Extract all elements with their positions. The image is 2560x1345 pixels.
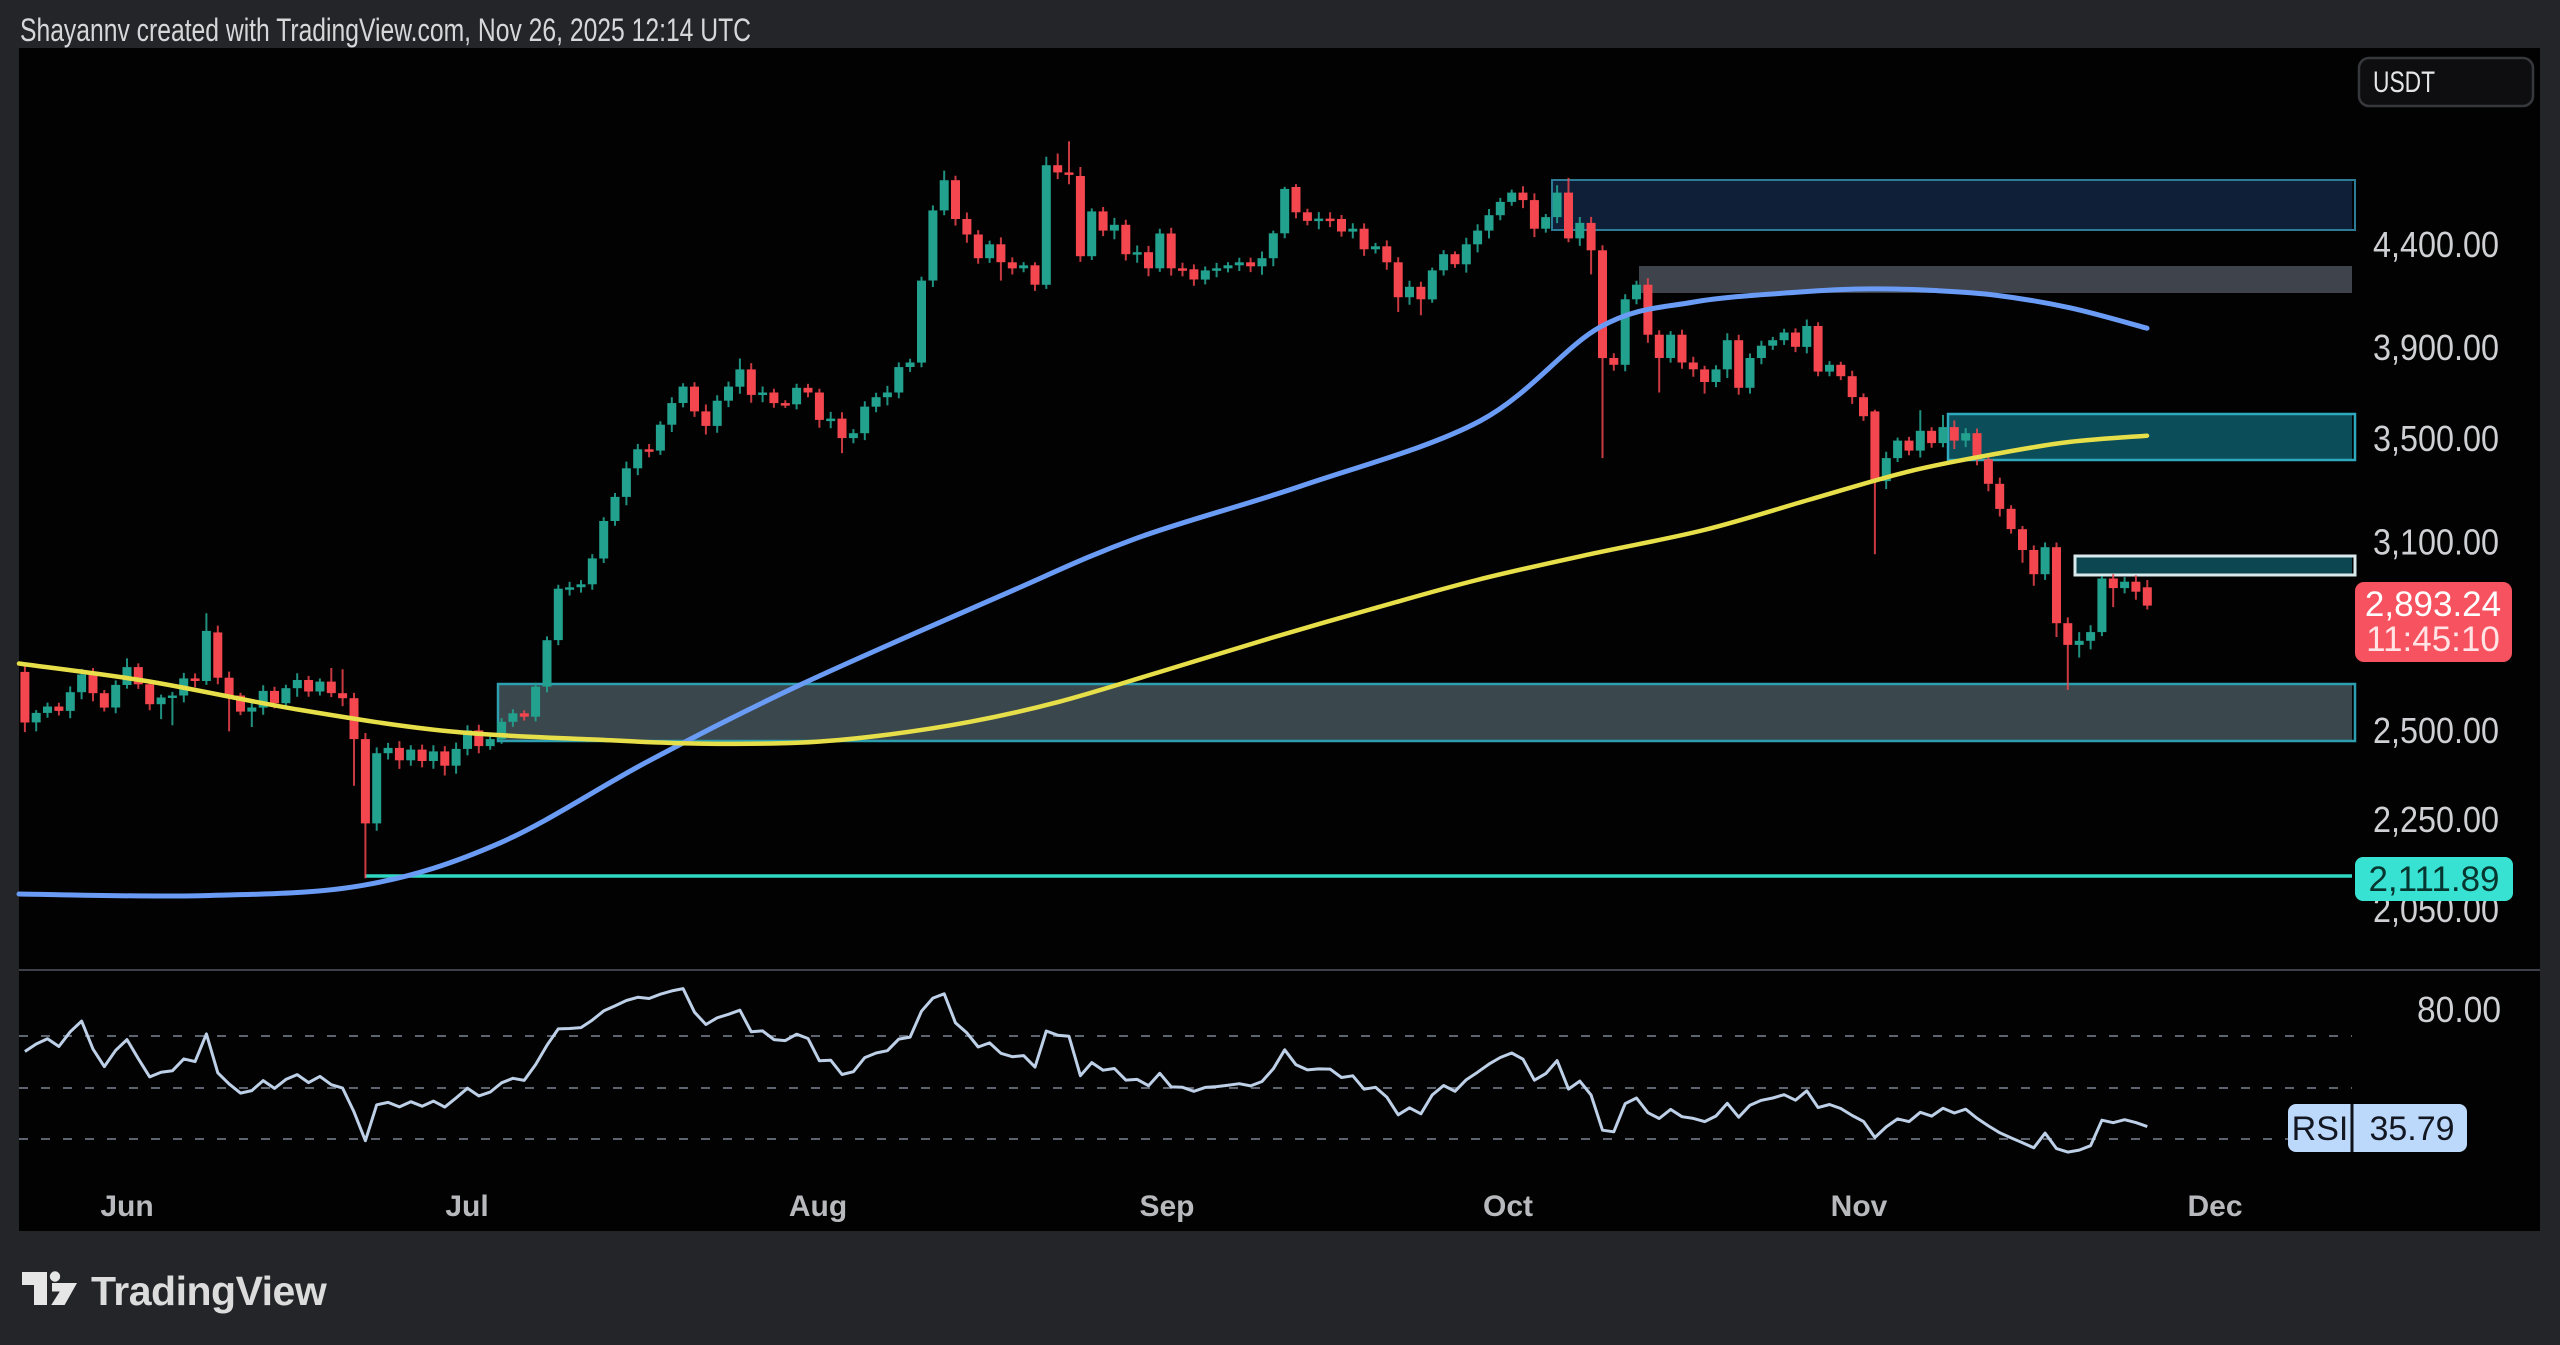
svg-text:11:45:10: 11:45:10 [2366,620,2500,659]
svg-text:Sep: Sep [1139,1190,1194,1223]
svg-text:Jun: Jun [100,1190,153,1223]
svg-text:Jul: Jul [445,1190,488,1223]
svg-text:4,400.00: 4,400.00 [2373,224,2499,265]
svg-text:RSI: RSI [2292,1110,2349,1148]
svg-text:2,111.89: 2,111.89 [2368,860,2499,899]
svg-text:35.79: 35.79 [2369,1110,2454,1148]
svg-text:2,250.00: 2,250.00 [2373,799,2499,840]
svg-text:80.00: 80.00 [2417,989,2501,1030]
svg-text:2,893.24: 2,893.24 [2365,585,2501,624]
svg-text:Dec: Dec [2187,1190,2242,1223]
svg-text:Shayannv created with TradingV: Shayannv created with TradingView.com, N… [20,12,751,48]
svg-text:USDT: USDT [2373,66,2435,99]
svg-text:3,500.00: 3,500.00 [2373,418,2499,459]
svg-text:3,100.00: 3,100.00 [2373,522,2499,563]
svg-text:TradingView: TradingView [91,1268,327,1314]
svg-text:Aug: Aug [789,1190,847,1223]
svg-text:3,900.00: 3,900.00 [2373,327,2499,368]
svg-text:Oct: Oct [1483,1190,1533,1223]
svg-text:Nov: Nov [1831,1190,1888,1223]
svg-text:2,500.00: 2,500.00 [2373,710,2499,751]
